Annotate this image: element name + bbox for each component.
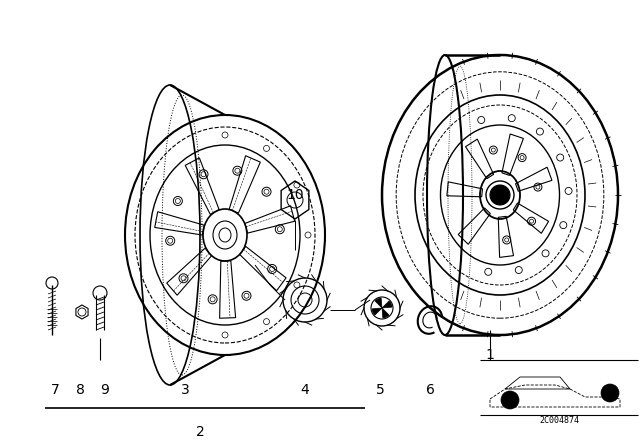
Text: 2C004874: 2C004874 bbox=[539, 415, 579, 425]
Wedge shape bbox=[382, 301, 392, 308]
Wedge shape bbox=[382, 308, 389, 318]
Wedge shape bbox=[375, 298, 382, 308]
Text: 7: 7 bbox=[51, 383, 60, 397]
Text: 2: 2 bbox=[196, 425, 204, 439]
Text: 3: 3 bbox=[180, 383, 189, 397]
Wedge shape bbox=[372, 308, 382, 315]
Circle shape bbox=[501, 391, 519, 409]
Text: 1: 1 bbox=[486, 348, 495, 362]
Text: 9: 9 bbox=[100, 383, 109, 397]
Text: 6: 6 bbox=[426, 383, 435, 397]
Text: 5: 5 bbox=[376, 383, 385, 397]
Circle shape bbox=[490, 185, 510, 205]
Text: 4: 4 bbox=[301, 383, 309, 397]
Text: 8: 8 bbox=[76, 383, 84, 397]
Circle shape bbox=[601, 384, 619, 402]
Text: 10: 10 bbox=[286, 188, 304, 202]
